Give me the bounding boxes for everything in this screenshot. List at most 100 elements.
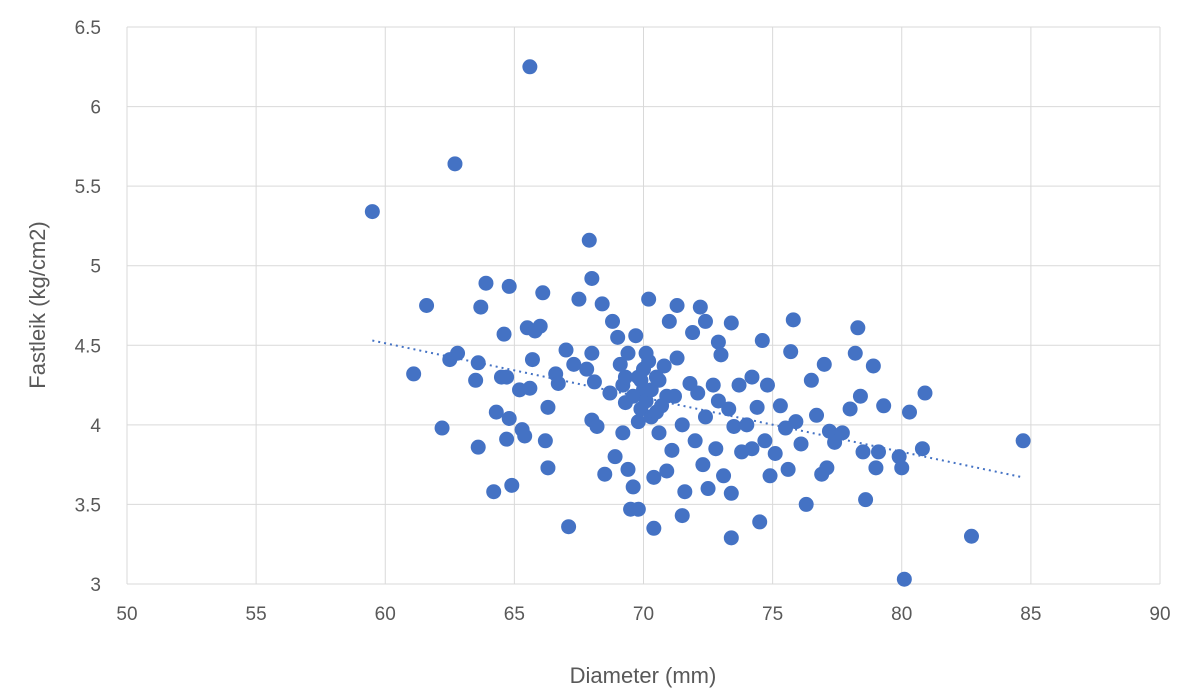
x-tick-label: 75 [762,604,783,625]
data-point [581,232,597,248]
x-tick-label: 50 [116,604,137,625]
data-point [798,496,814,512]
data-point [710,393,726,409]
data-point [620,461,636,477]
x-tick-label: 80 [891,604,912,625]
data-point [630,501,646,517]
data-points [364,59,1031,587]
data-point [499,369,515,385]
y-tick-label: 4.5 [75,336,101,357]
data-point [697,409,713,425]
data-point [850,320,866,336]
data-point [594,296,610,312]
data-point [752,514,768,530]
data-point [674,417,690,433]
data-point [690,385,706,401]
data-point [669,350,685,366]
data-point [470,355,486,371]
data-point [677,484,693,500]
data-point [501,278,517,294]
data-point [739,417,755,433]
data-point [586,374,602,390]
x-tick-label: 60 [375,604,396,625]
data-point [612,356,628,372]
data-point [434,420,450,436]
y-tick-label: 3.5 [75,495,101,516]
data-point [785,312,801,328]
data-point [501,410,517,426]
data-point [894,460,910,476]
y-axis-title: Fastleik (kg/cm2) [25,221,50,388]
data-point [488,404,504,420]
data-point [535,285,551,301]
data-point [793,436,809,452]
data-point [963,528,979,544]
data-point [615,425,631,441]
data-point [532,318,548,334]
data-point [633,372,649,388]
data-point [646,520,662,536]
data-point [697,313,713,329]
data-point [901,404,917,420]
data-point [638,393,654,409]
data-point [803,372,819,388]
data-point [579,361,595,377]
data-point [744,369,760,385]
trendline [372,339,1024,479]
data-point [661,313,677,329]
data-point [504,477,520,493]
data-point [708,441,724,457]
y-tick-label: 5.5 [75,177,101,198]
data-point [620,345,636,361]
data-point [628,328,644,344]
data-point [852,388,868,404]
data-point [468,372,484,388]
data-point [669,298,685,313]
data-point [896,571,912,587]
trendline-layer [372,339,1024,479]
data-point [602,385,618,401]
y-tick-label: 3 [90,575,101,596]
data-point [566,356,582,372]
data-point [1015,433,1031,449]
data-point [584,345,600,361]
data-point [646,469,662,485]
data-point [550,375,566,391]
data-point [674,508,690,524]
data-point [876,398,892,414]
data-point [783,344,799,360]
data-point [871,444,887,460]
x-tick-label: 85 [1020,604,1041,625]
data-point [561,519,577,535]
data-point [450,345,466,361]
data-point [780,461,796,477]
data-point [659,463,675,479]
data-point [723,315,739,331]
data-point [700,481,716,497]
data-point [496,326,512,342]
data-point [685,325,701,341]
data-point [364,204,380,220]
data-point [617,369,633,385]
data-point [625,479,641,495]
y-tick-label: 6.5 [75,18,101,39]
data-point [723,530,739,546]
data-point [605,313,621,329]
data-point [842,401,858,417]
data-point [710,334,726,350]
data-point [687,433,703,449]
data-point [767,446,783,462]
data-point [868,460,884,476]
data-point [772,398,788,414]
data-point [726,418,742,434]
data-point [757,433,773,449]
data-point [648,404,664,420]
data-point [630,414,646,430]
data-point [524,352,540,368]
data-point [754,333,770,349]
data-point [723,485,739,501]
data-point [537,433,553,449]
data-point [447,156,463,172]
